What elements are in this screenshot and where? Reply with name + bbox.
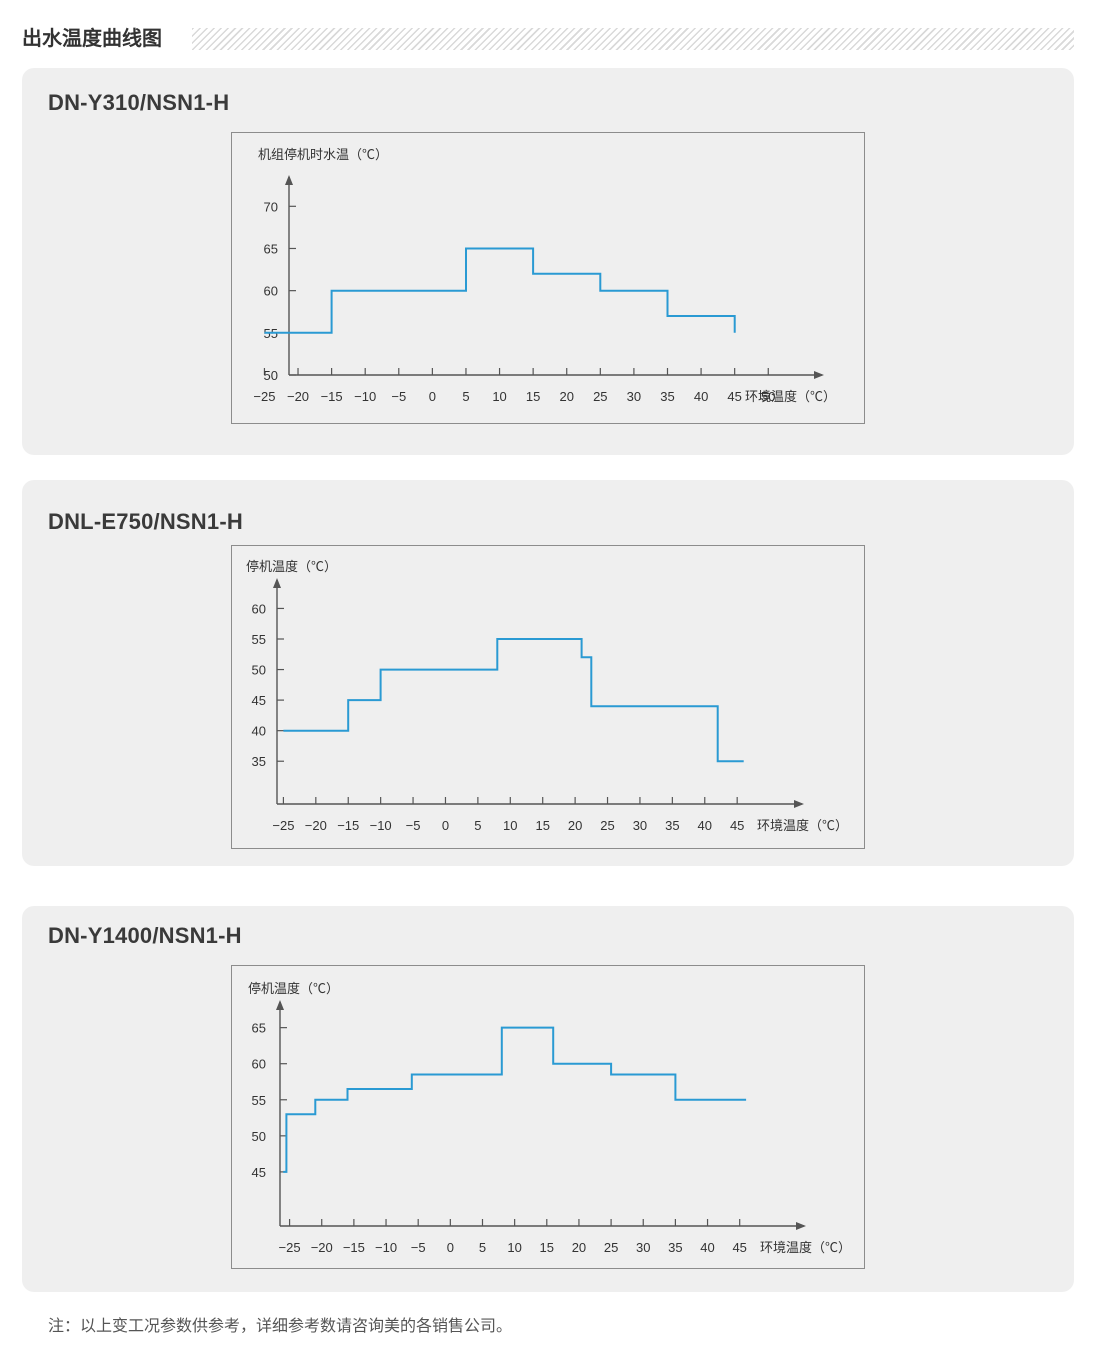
x-tick-label: 45 — [732, 1240, 746, 1255]
x-tick-label: 30 — [636, 1240, 650, 1255]
y-tick-label: 40 — [252, 724, 266, 739]
x-tick-label: 20 — [572, 1240, 586, 1255]
x-tick-label: 25 — [600, 818, 614, 833]
x-tick-label: −10 — [354, 389, 376, 404]
x-tick-label: 25 — [604, 1240, 618, 1255]
x-tick-label: −5 — [411, 1240, 426, 1255]
y-tick-label: 50 — [264, 368, 278, 383]
x-tick-label: −20 — [311, 1240, 333, 1255]
x-tick-label: 40 — [694, 389, 708, 404]
x-tick-label: 0 — [429, 389, 436, 404]
section-title: 出水温度曲线图 — [22, 24, 176, 52]
chart-svg-3: 停机温度（℃） −25 −20 −15 −10 −5 0 5 10 15 20 25 30 35 40 45 环… — [248, 981, 851, 1255]
y-tick-label: 35 — [252, 754, 266, 769]
x-tick-label: −15 — [337, 818, 359, 833]
y-tick-label: 60 — [252, 1057, 266, 1072]
x-tick-label: −25 — [253, 389, 275, 404]
y-tick-label: 60 — [264, 284, 278, 299]
x-tick-label: 45 — [727, 389, 741, 404]
x-tick-label: −10 — [375, 1240, 397, 1255]
chart-svg-2: 停机温度（℃） −25 −20 −15 −10 −5 0 5 10 15 20 25 30 35 40 45 环… — [246, 559, 848, 833]
chart-title-2: DNL-E750/NSN1-H — [48, 509, 243, 534]
x-tick-label: 0 — [442, 818, 449, 833]
chart-svg-1: 机组停机时水温（℃） −25 −20 −15 −10 −5 0 5 10 15 20 25 30 35 40… — [253, 147, 836, 404]
x-tick-label: −15 — [321, 389, 343, 404]
x-tick-label: 10 — [503, 818, 517, 833]
y-tick-label: 45 — [252, 1165, 266, 1180]
chart-panel-1: DN-Y310/NSN1-H 机组停机时水温（℃） −25 −20 −15 −10 −5 0… — [22, 68, 1074, 455]
x-tick-label: −25 — [279, 1240, 301, 1255]
y-axis-label: 机组停机时水温（℃） — [258, 147, 388, 162]
y-tick-label: 55 — [252, 632, 266, 647]
x-tick-label: 5 — [479, 1240, 486, 1255]
x-axis-arrow — [796, 1222, 806, 1230]
x-tick-label: −10 — [370, 818, 392, 833]
x-tick-label: 10 — [492, 389, 506, 404]
x-tick-label: 45 — [730, 818, 744, 833]
chart-panel-3: DN-Y1400/NSN1-H 停机温度（℃） −25 −20 −15 −10 −5 0 5 1… — [22, 906, 1074, 1292]
chart-frame-1: 机组停机时水温（℃） −25 −20 −15 −10 −5 0 5 10 15 20 25 30 35 40… — [231, 132, 865, 424]
x-tick-label: −5 — [406, 818, 421, 833]
x-tick-label: −5 — [391, 389, 406, 404]
x-tick-label: 15 — [535, 818, 549, 833]
series-line — [283, 638, 744, 763]
y-tick-label: 60 — [252, 601, 266, 616]
footnote: 注：以上变工况参数供参考，详细参考数请咨询美的各销售公司。 — [48, 1316, 513, 1335]
x-tick-label: 25 — [593, 389, 607, 404]
y-axis-arrow — [285, 175, 293, 185]
x-tick-label: 15 — [526, 389, 540, 404]
y-tick-label: 55 — [252, 1093, 266, 1108]
x-tick-label: 35 — [665, 818, 679, 833]
x-axis-label: 环境温度（℃） — [760, 1240, 851, 1255]
y-tick-label: 65 — [252, 1021, 266, 1036]
x-tick-label: 30 — [627, 389, 641, 404]
chart-title-3: DN-Y1400/NSN1-H — [48, 923, 242, 948]
x-tick-label: −25 — [272, 818, 294, 833]
chart-title-1: DN-Y310/NSN1-H — [48, 90, 230, 115]
x-axis-label: 环境温度（℃） — [745, 389, 836, 404]
x-tick-label: 5 — [462, 389, 469, 404]
x-tick-label: 20 — [559, 389, 573, 404]
x-tick-label: 0 — [447, 1240, 454, 1255]
section-header: 出水温度曲线图 — [22, 22, 1074, 54]
x-tick-label: 40 — [698, 818, 712, 833]
x-tick-label: 35 — [668, 1240, 682, 1255]
x-axis-arrow — [814, 371, 824, 379]
chart-frame-3: 停机温度（℃） −25 −20 −15 −10 −5 0 5 10 15 20 25 30 35 40 45 环… — [231, 965, 865, 1269]
x-tick-label: −15 — [343, 1240, 365, 1255]
x-tick-label: −20 — [305, 818, 327, 833]
y-tick-label: 45 — [252, 693, 266, 708]
x-tick-label: 40 — [700, 1240, 714, 1255]
x-tick-label: −20 — [287, 389, 309, 404]
x-tick-label: 15 — [540, 1240, 554, 1255]
chart-frame-2: 停机温度（℃） −25 −20 −15 −10 −5 0 5 10 15 20 25 30 35 40 45 环… — [231, 545, 865, 849]
x-axis-arrow — [794, 800, 804, 808]
y-tick-label: 50 — [252, 1129, 266, 1144]
x-tick-label: 10 — [507, 1240, 521, 1255]
series-line — [283, 1026, 747, 1173]
x-axis-label: 环境温度（℃） — [757, 818, 848, 833]
x-tick-label: 35 — [660, 389, 674, 404]
y-tick-label: 65 — [264, 241, 278, 256]
series-line — [264, 247, 736, 334]
chart-panel-2: DNL-E750/NSN1-H 停机温度（℃） −25 −20 −15 −10 −5 0 5 1… — [22, 480, 1074, 866]
y-tick-label: 70 — [264, 199, 278, 214]
header-stripes — [192, 28, 1074, 50]
y-axis-arrow — [276, 1000, 284, 1010]
x-tick-label: 50 — [761, 389, 775, 404]
x-tick-label: 5 — [474, 818, 481, 833]
x-tick-label: 20 — [568, 818, 582, 833]
y-axis-label: 停机温度（℃） — [248, 981, 339, 996]
y-tick-label: 50 — [252, 663, 266, 678]
y-axis-label: 停机温度（℃） — [246, 559, 337, 574]
x-tick-label: 30 — [633, 818, 647, 833]
y-axis-arrow — [273, 578, 281, 588]
